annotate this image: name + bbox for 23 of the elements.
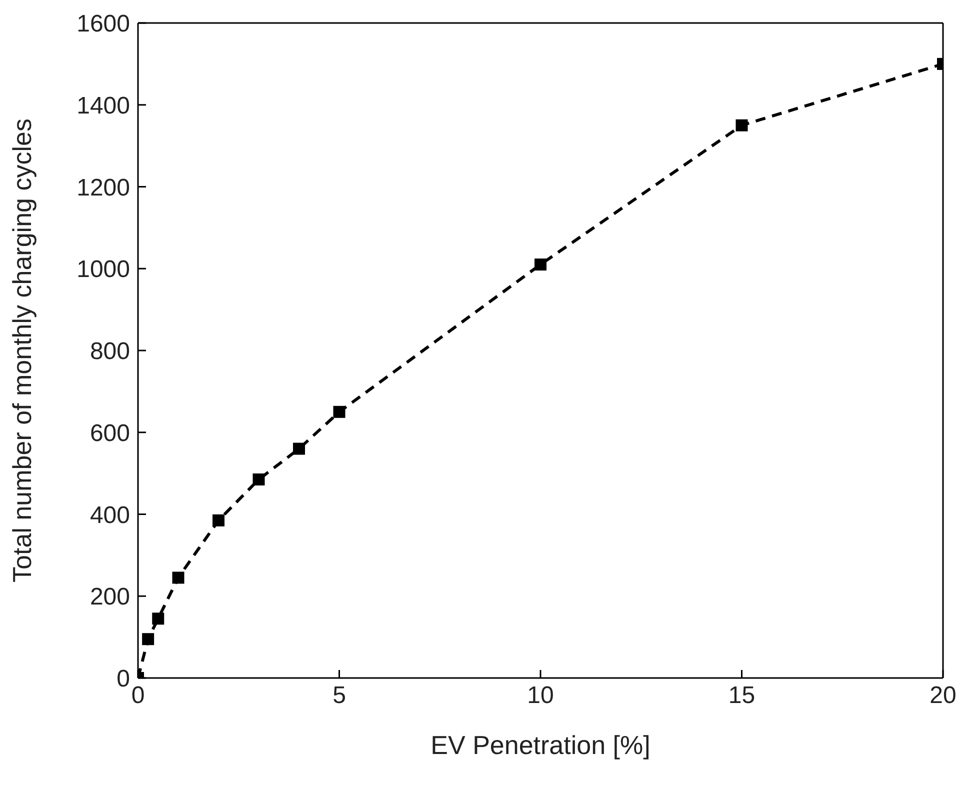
- point: [142, 633, 154, 646]
- x-tick-label: 5: [332, 682, 346, 710]
- point: [212, 514, 224, 526]
- y-tick-label: 800: [90, 338, 130, 366]
- x-axis-title: EV Penetration [%]: [430, 730, 650, 760]
- x-tick-label: 20: [930, 682, 956, 710]
- point: [252, 473, 265, 486]
- y-tick-label: 200: [90, 584, 130, 611]
- x-tick-label: 15: [728, 682, 756, 710]
- x-tick-label: 10: [527, 682, 554, 710]
- y-tick-label: 1200: [76, 174, 130, 202]
- y-tick-label: 1000: [76, 256, 130, 284]
- y-tick-label: 1600: [76, 10, 130, 38]
- point: [172, 572, 184, 584]
- y-tick-label: 600: [90, 420, 130, 447]
- point: [152, 612, 164, 625]
- point: [293, 442, 305, 455]
- point: [534, 258, 546, 271]
- point: [736, 119, 748, 132]
- point: [333, 406, 346, 418]
- y-tick-label: 1400: [76, 92, 130, 120]
- y-tick-label: 400: [90, 502, 130, 529]
- y-axis-title: Total number of monthly charging cycles: [7, 118, 38, 582]
